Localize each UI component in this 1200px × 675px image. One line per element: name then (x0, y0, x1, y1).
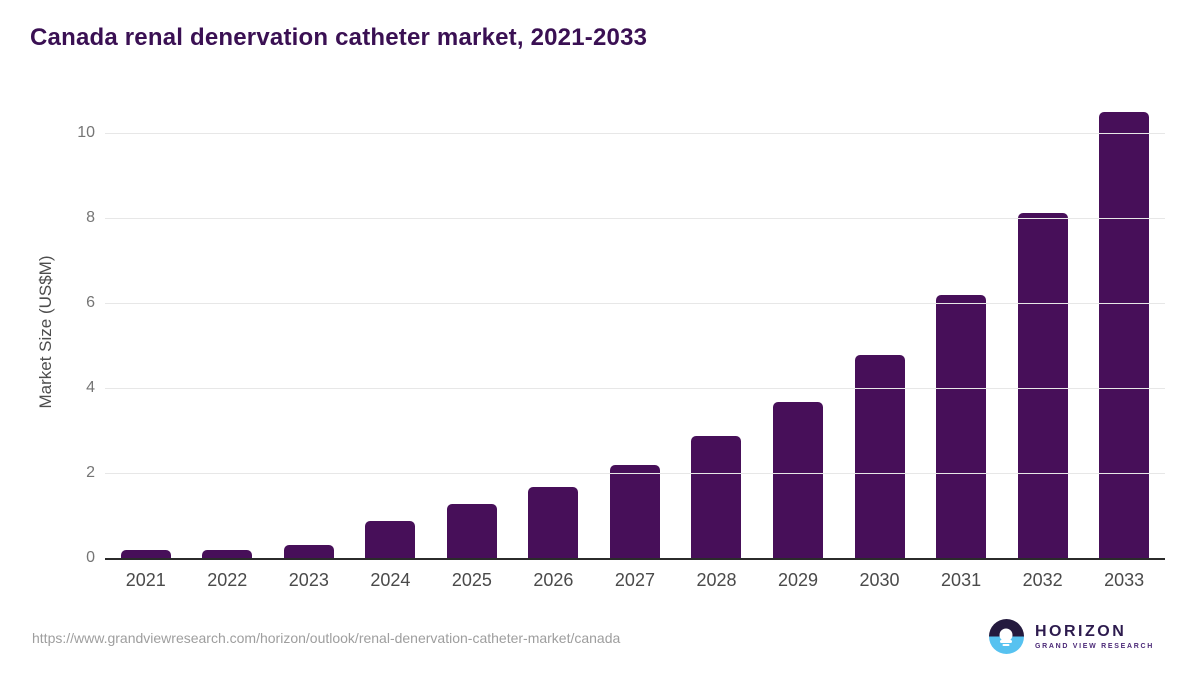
bar-2022 (202, 549, 253, 558)
bar-slot (268, 107, 350, 558)
bar-slot (920, 107, 1002, 558)
bar-2028 (691, 435, 742, 558)
bar-2029 (773, 401, 824, 558)
horizon-logo-text: HORIZON GRAND VIEW RESEARCH (1035, 623, 1154, 650)
x-tick-label: 2022 (207, 570, 248, 590)
x-tick-label: 2026 (533, 570, 574, 590)
y-tick-label: 2 (86, 463, 95, 481)
bar-slot (1002, 107, 1084, 558)
gridline (105, 217, 1165, 219)
bar-slot (757, 107, 839, 558)
bar-slot (1083, 107, 1165, 558)
x-tick-label: 2027 (614, 570, 655, 590)
bar-2026 (528, 486, 579, 558)
x-tick-label: 2029 (777, 570, 819, 590)
y-tick-label: 0 (86, 549, 95, 566)
gridline (105, 132, 1165, 134)
chart-title: Canada renal denervation catheter market… (30, 24, 648, 51)
bar-slot (187, 107, 269, 558)
x-tick-label: 2025 (451, 570, 492, 590)
logo-subtitle: GRAND VIEW RESEARCH (1034, 643, 1154, 650)
source-url: https://www.grandviewresearch.com/horizo… (32, 630, 621, 646)
bar-2032 (1017, 213, 1068, 558)
x-tick-label: 2024 (370, 570, 411, 590)
x-tick-label: 2031 (941, 570, 982, 590)
bar-slot (105, 107, 187, 558)
bar-2027 (609, 465, 660, 558)
y-tick-label: 6 (86, 293, 95, 311)
bar-2021 (120, 549, 171, 558)
y-tick-label: 8 (86, 208, 95, 226)
bar-slot (839, 107, 921, 558)
bar-slot (350, 107, 432, 558)
bar-series (105, 107, 1165, 558)
bar-2023 (283, 545, 334, 558)
reflection-dash-icon (1002, 643, 1010, 646)
sun-icon (999, 628, 1013, 642)
x-axis-tick-labels: 2021 2022 2023 2024 2025 2026 2027 2028 2029 2030… (105, 570, 1165, 591)
bar-2030 (854, 355, 905, 558)
bar-slot (513, 107, 595, 558)
x-tick-label: 2021 (125, 570, 166, 590)
bar-2024 (365, 520, 416, 558)
x-tick-label: 2033 (1104, 570, 1145, 590)
y-axis-tick-labels: 0 2 4 6 8 10 (0, 107, 95, 565)
x-tick-label: 2030 (859, 570, 900, 590)
bar-2033 (1099, 112, 1150, 558)
reflection-dash-icon (1000, 640, 1013, 643)
y-tick-label: 4 (86, 378, 95, 396)
bar-2031 (936, 294, 987, 558)
logo-name: HORIZON (1034, 623, 1127, 640)
gridline (105, 302, 1165, 304)
plot-area (105, 107, 1165, 560)
gridline (105, 472, 1165, 474)
bar-2025 (446, 503, 497, 558)
bar-slot (594, 107, 676, 558)
horizon-logo-icon (988, 619, 1024, 654)
horizon-logo: HORIZON GRAND VIEW RESEARCH (988, 619, 1154, 654)
x-tick-label: 2023 (288, 570, 329, 590)
gridline (105, 387, 1165, 389)
bar-slot (676, 107, 758, 558)
x-tick-label: 2028 (696, 570, 737, 590)
bar-slot (431, 107, 513, 558)
x-tick-label: 2032 (1022, 570, 1063, 590)
y-tick-label: 10 (77, 123, 95, 141)
